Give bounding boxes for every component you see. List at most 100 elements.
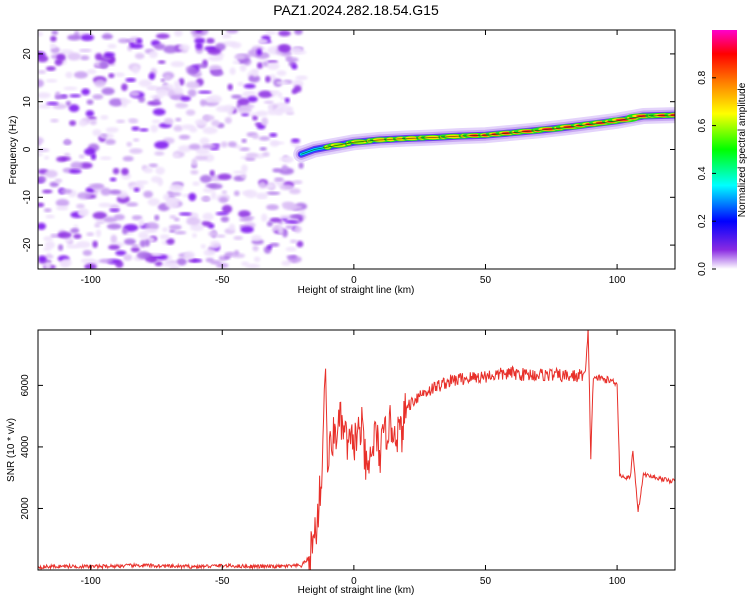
noise-blob xyxy=(154,141,169,149)
noise-blob xyxy=(195,42,203,50)
noise-blob xyxy=(64,138,70,145)
noise-blob xyxy=(279,214,292,219)
noise-blob xyxy=(173,125,183,132)
noise-blob xyxy=(131,244,139,248)
noise-blob xyxy=(67,52,81,61)
snr-x-tick-label: 50 xyxy=(480,576,492,587)
noise-blob xyxy=(148,50,158,59)
noise-blob xyxy=(201,144,217,149)
noise-blob xyxy=(253,256,261,262)
noise-blob xyxy=(227,108,233,117)
noise-blob xyxy=(82,249,93,256)
noise-blob xyxy=(136,251,151,260)
snr-x-tick-label: 100 xyxy=(609,576,626,587)
snr-y-tick-label: 4000 xyxy=(20,435,31,458)
noise-blob xyxy=(44,155,50,160)
noise-blob xyxy=(226,30,239,34)
noise-blob xyxy=(148,72,156,81)
noise-blob xyxy=(138,79,152,87)
noise-blob xyxy=(57,231,72,239)
snr-x-label: Height of straight line (km) xyxy=(298,585,415,596)
noise-blob xyxy=(63,86,78,91)
spectrogram-x-tick-label: 50 xyxy=(480,275,492,286)
noise-blob xyxy=(50,118,59,123)
noise-blob xyxy=(131,215,143,221)
noise-blob xyxy=(258,181,267,189)
noise-blob xyxy=(108,98,124,107)
spectrogram-x-tick-label: 0 xyxy=(351,275,357,286)
noise-blob xyxy=(248,74,261,83)
noise-blob xyxy=(274,107,285,114)
noise-blob xyxy=(276,70,287,76)
noise-blob xyxy=(92,129,102,137)
noise-blob xyxy=(61,157,72,161)
noise-blob xyxy=(270,90,281,95)
spectrogram-x-tick-label: -100 xyxy=(81,275,101,286)
noise-blob xyxy=(95,229,102,238)
noise-blob xyxy=(254,122,262,126)
noise-blob xyxy=(66,244,81,249)
spectrogram-ridge xyxy=(293,107,675,163)
noise-blob xyxy=(176,258,187,266)
noise-blob xyxy=(291,88,298,95)
noise-blob xyxy=(122,156,134,162)
chart-title: PAZ1.2024.282.18.54.G15 xyxy=(273,2,439,18)
noise-blob xyxy=(247,96,258,103)
noise-blob xyxy=(189,126,198,133)
noise-blob xyxy=(63,152,71,159)
noise-blob xyxy=(105,139,116,145)
noise-blob xyxy=(80,55,90,61)
noise-blob xyxy=(188,192,197,202)
noise-blob xyxy=(183,251,195,260)
noise-blob xyxy=(206,38,215,44)
noise-blob xyxy=(238,210,251,218)
noise-blob xyxy=(286,255,297,259)
noise-blob xyxy=(262,151,270,157)
noise-blob xyxy=(45,66,56,71)
noise-blob xyxy=(178,134,191,140)
noise-blob xyxy=(291,46,303,54)
noise-blob xyxy=(128,118,139,124)
noise-blob xyxy=(163,45,178,54)
noise-blob xyxy=(278,44,291,53)
noise-blob xyxy=(245,152,259,158)
noise-blob xyxy=(77,192,92,200)
noise-blob xyxy=(86,99,94,105)
noise-blob xyxy=(201,30,209,35)
noise-blob xyxy=(203,154,215,162)
noise-blob xyxy=(283,157,293,163)
noise-blob xyxy=(101,133,108,138)
noise-blob xyxy=(49,43,57,49)
noise-blob xyxy=(237,81,244,87)
noise-blob xyxy=(129,91,140,97)
noise-blob xyxy=(78,154,85,159)
noise-blob xyxy=(89,119,97,126)
colorbar-label: Normalized spectral amplitude xyxy=(737,82,748,217)
noise-blob xyxy=(289,239,298,244)
noise-blob xyxy=(285,247,297,252)
noise-blob xyxy=(50,35,57,42)
noise-blob xyxy=(61,258,72,267)
noise-blob xyxy=(295,75,308,81)
noise-blob xyxy=(275,81,289,85)
noise-blob xyxy=(165,200,179,209)
spectrogram-y-tick-label: 20 xyxy=(22,48,33,60)
noise-blob xyxy=(43,247,51,251)
noise-blob xyxy=(291,138,300,143)
colorbar-tick-label: 0.2 xyxy=(697,214,708,228)
noise-blob xyxy=(58,244,64,251)
noise-blob xyxy=(147,198,160,206)
noise-blob xyxy=(163,193,170,201)
noise-blob xyxy=(227,141,237,148)
noise-blob xyxy=(262,61,269,67)
noise-blob xyxy=(156,88,169,97)
noise-blob xyxy=(80,34,95,41)
noise-blob xyxy=(104,52,115,58)
noise-blob xyxy=(266,204,279,211)
noise-blob xyxy=(44,262,52,269)
noise-blob xyxy=(143,190,154,198)
noise-blob xyxy=(218,196,228,203)
noise-blob xyxy=(73,233,82,239)
noise-blob xyxy=(261,213,268,222)
noise-blob xyxy=(185,109,196,116)
